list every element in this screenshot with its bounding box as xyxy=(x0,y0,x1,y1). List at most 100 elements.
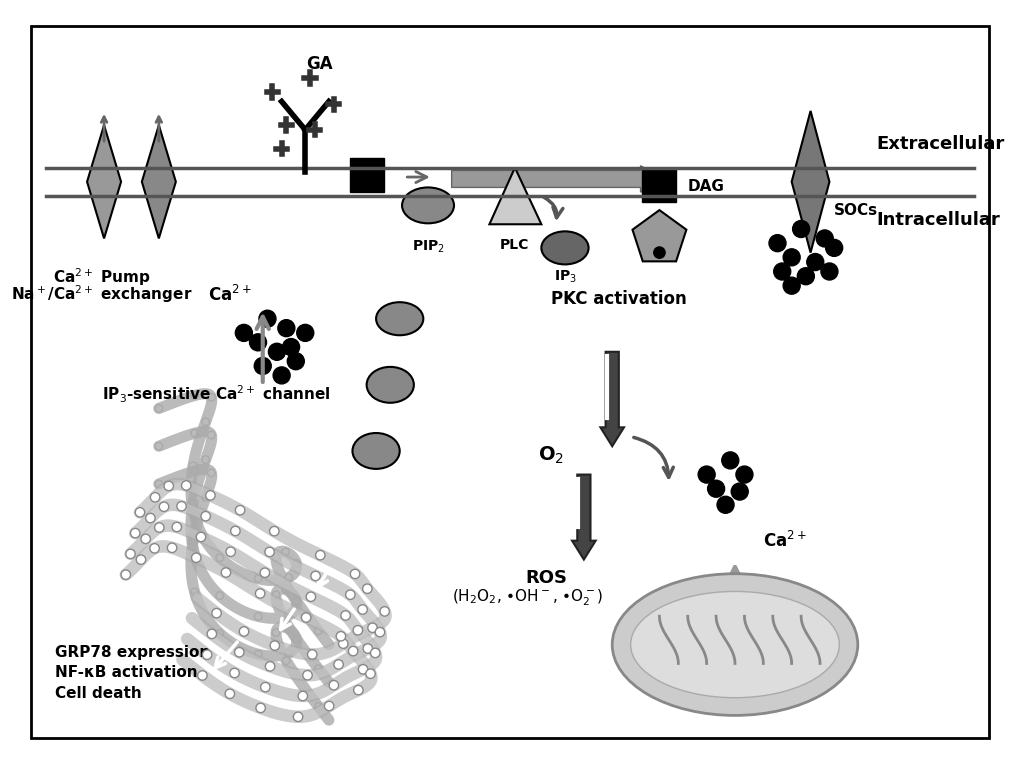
Ellipse shape xyxy=(352,433,399,469)
Circle shape xyxy=(230,526,240,536)
Circle shape xyxy=(197,533,206,542)
Text: IP$_3$-sensitive Ca$^{2+}$ channel: IP$_3$-sensitive Ca$^{2+}$ channel xyxy=(102,384,331,405)
Circle shape xyxy=(301,613,311,622)
Circle shape xyxy=(216,592,223,599)
Text: Extracellular: Extracellular xyxy=(877,135,1005,153)
Circle shape xyxy=(126,549,135,558)
Circle shape xyxy=(167,543,177,552)
Circle shape xyxy=(348,646,357,656)
Polygon shape xyxy=(633,210,686,261)
Circle shape xyxy=(368,623,377,633)
Circle shape xyxy=(282,586,290,594)
Circle shape xyxy=(265,662,274,671)
Circle shape xyxy=(250,334,266,351)
Circle shape xyxy=(272,591,280,599)
Circle shape xyxy=(208,393,215,401)
Circle shape xyxy=(698,466,715,483)
Circle shape xyxy=(816,230,834,247)
Text: (H$_2$O$_2$, $•$OH$^-$, $•$O$_2^-$): (H$_2$O$_2$, $•$OH$^-$, $•$O$_2^-$) xyxy=(452,588,603,608)
Polygon shape xyxy=(142,125,176,238)
Circle shape xyxy=(201,511,210,521)
Circle shape xyxy=(362,584,372,594)
Circle shape xyxy=(164,481,173,490)
Circle shape xyxy=(783,277,800,294)
Circle shape xyxy=(240,626,249,636)
Circle shape xyxy=(357,605,368,614)
Circle shape xyxy=(297,325,313,342)
Circle shape xyxy=(254,613,262,620)
Text: ROS: ROS xyxy=(525,569,567,587)
Bar xyxy=(349,158,384,193)
Circle shape xyxy=(793,221,810,238)
Circle shape xyxy=(283,657,290,665)
Circle shape xyxy=(155,523,164,533)
Circle shape xyxy=(269,526,279,536)
Circle shape xyxy=(375,627,385,637)
Circle shape xyxy=(314,627,323,635)
Text: Ca$^{2+}$ Pump: Ca$^{2+}$ Pump xyxy=(53,267,151,289)
Text: O$_2$: O$_2$ xyxy=(538,445,564,466)
Circle shape xyxy=(202,494,210,501)
Circle shape xyxy=(272,553,280,561)
Circle shape xyxy=(121,570,130,579)
Circle shape xyxy=(283,338,300,355)
Bar xyxy=(642,167,677,202)
Circle shape xyxy=(151,493,160,502)
Circle shape xyxy=(270,641,280,650)
Circle shape xyxy=(191,553,201,562)
Text: PLC: PLC xyxy=(501,238,529,252)
Circle shape xyxy=(256,703,265,713)
Ellipse shape xyxy=(631,591,840,698)
Circle shape xyxy=(315,550,325,560)
Circle shape xyxy=(285,611,293,619)
Circle shape xyxy=(371,648,380,658)
Circle shape xyxy=(190,550,199,558)
Circle shape xyxy=(653,247,666,258)
Circle shape xyxy=(717,497,734,513)
Text: SOCs: SOCs xyxy=(835,202,879,218)
Circle shape xyxy=(190,513,199,520)
Circle shape xyxy=(265,547,274,557)
Circle shape xyxy=(783,249,800,266)
Circle shape xyxy=(216,554,223,562)
Circle shape xyxy=(272,629,280,636)
Circle shape xyxy=(346,590,355,600)
Circle shape xyxy=(198,671,207,680)
Circle shape xyxy=(150,544,160,553)
Circle shape xyxy=(236,325,252,342)
Circle shape xyxy=(160,502,169,511)
Circle shape xyxy=(226,547,236,556)
Circle shape xyxy=(285,574,293,581)
Ellipse shape xyxy=(367,367,414,403)
Circle shape xyxy=(145,513,155,523)
Circle shape xyxy=(769,235,786,251)
Circle shape xyxy=(298,691,307,701)
Circle shape xyxy=(708,481,725,497)
Circle shape xyxy=(293,597,300,605)
Circle shape xyxy=(268,343,286,361)
Ellipse shape xyxy=(402,187,454,223)
Text: Cell death: Cell death xyxy=(55,686,141,701)
Circle shape xyxy=(221,568,230,578)
Circle shape xyxy=(293,560,300,567)
Circle shape xyxy=(189,462,197,469)
Circle shape xyxy=(190,468,199,474)
Circle shape xyxy=(353,685,364,694)
Circle shape xyxy=(254,650,262,658)
Polygon shape xyxy=(87,125,121,238)
Circle shape xyxy=(254,575,262,582)
Circle shape xyxy=(189,500,197,507)
Circle shape xyxy=(293,712,303,721)
Circle shape xyxy=(282,548,290,555)
Circle shape xyxy=(807,254,823,270)
Circle shape xyxy=(177,501,186,511)
Circle shape xyxy=(136,555,145,565)
Circle shape xyxy=(293,635,300,643)
Circle shape xyxy=(774,263,791,280)
Circle shape xyxy=(364,644,373,653)
Circle shape xyxy=(181,481,191,490)
Circle shape xyxy=(366,669,375,678)
Text: NF-κB activation: NF-κB activation xyxy=(55,665,198,681)
Circle shape xyxy=(358,665,368,674)
Circle shape xyxy=(341,610,350,620)
